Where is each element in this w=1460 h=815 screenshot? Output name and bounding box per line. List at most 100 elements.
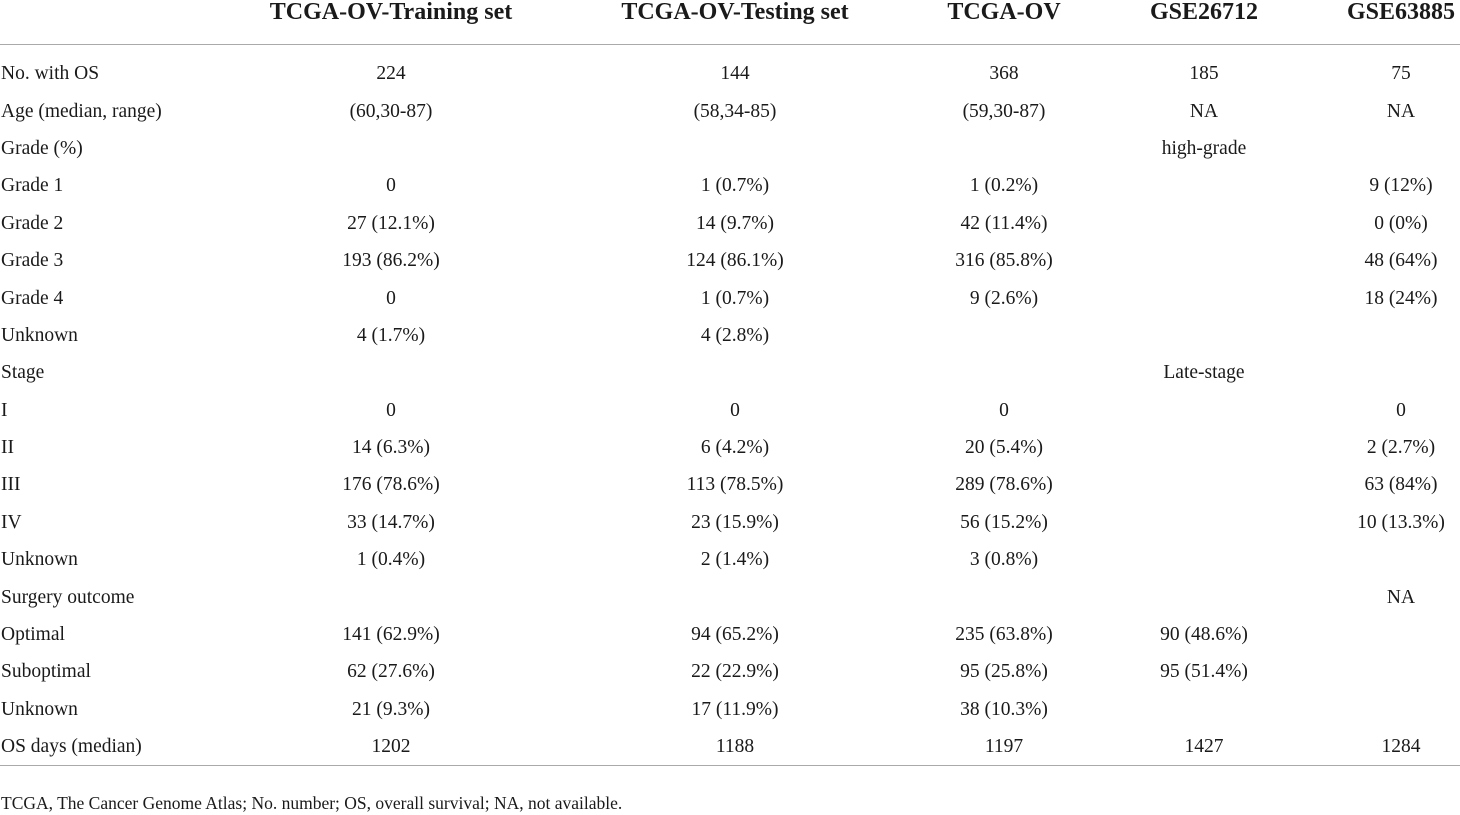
table-row: Surgery outcome NA [0,578,1460,615]
table-cell: 1188 [542,728,928,767]
table-cell [1080,691,1328,728]
table-row: Grade (%) high-grade [0,130,1460,167]
table-cell: 0 [1396,399,1406,421]
table-row: Optimal 141 (62.9%) 94 (65.2%) 235 (63.8%) 9… [0,616,1460,653]
table-cell [1335,691,1460,728]
table-cell: 144 [720,63,750,85]
table-cell: 90 (48.6%) [1160,624,1248,646]
table-cell [1335,130,1460,167]
table-cell: 56 (15.2%) [960,511,1048,533]
table-cell: 4 (1.7%) [356,324,426,346]
header-cell: GSE26712 [1149,0,1259,25]
table-cell: 38 (10.3%) [960,698,1048,720]
table-cell: 0 [386,287,396,309]
row-label: Grade 1 [1,175,64,197]
row-label: Unknown [1,324,78,346]
table-cell [240,130,542,167]
table-cell [928,130,1080,167]
table-cell: 95 (25.8%) [960,661,1048,683]
table-cell: 1 (0.4%) [356,549,426,571]
table-cell: 316 (85.8%) [955,250,1053,272]
row-label: Surgery outcome [1,586,135,608]
header-cell: TCGA-OV-Training set [269,0,513,25]
table-row: Grade 1 0 1 (0.7%) 1 (0.2%) 9 (12%) [0,167,1460,204]
table-cell [1335,317,1460,354]
table-row: IV 33 (14.7%) 23 (15.9%) 56 (15.2%) 10 (13.3… [0,504,1460,541]
table-cell [1080,279,1328,316]
table-body: No. with OS 224 144 368 185 75 Age (median, ra… [0,45,1460,767]
clinical-table-container: TCGA-OV-Training set TCGA-OV-Testing set T… [0,0,1460,767]
table-cell: 48 (64%) [1364,250,1438,272]
table-row: Grade 2 27 (12.1%) 14 (9.7%) 42 (11.4%) 0 (0… [0,205,1460,242]
table-row: Grade 4 0 1 (0.7%) 9 (2.6%) 18 (24%) [0,279,1460,316]
table-cell: 235 (63.8%) [955,624,1053,646]
table-cell: 14 (9.7%) [696,212,774,234]
table-cell: NA [1189,100,1219,122]
table-cell: 3 (0.8%) [969,549,1039,571]
table-cell [1335,541,1460,578]
table-cell: 10 (13.3%) [1357,511,1445,533]
header-row: TCGA-OV-Training set TCGA-OV-Testing set T… [0,0,1460,45]
table-row: II 14 (6.3%) 6 (4.2%) 20 (5.4%) 2 (2.7%) [0,429,1460,466]
table-cell: 0 [730,399,740,421]
table-cell: 124 (86.1%) [686,250,784,272]
table-row: I 0 0 0 0 [0,392,1460,429]
table-cell: 94 (65.2%) [691,624,779,646]
table-cell [1080,167,1328,204]
table-cell: NA [1386,100,1416,122]
table-cell: 22 (22.9%) [691,661,779,683]
table-cell [1080,205,1328,242]
table-cell: 0 (0%) [1374,212,1428,234]
table-cell: 9 (12%) [1369,175,1433,197]
table-cell [1335,354,1460,391]
table-row: Stage Late-stage [0,354,1460,391]
table-cell [542,130,928,167]
table-cell: 2 (1.4%) [700,549,770,571]
row-label: Stage [1,362,45,384]
table-cell: 14 (6.3%) [352,437,430,459]
table-cell: 0 [386,399,396,421]
table-cell: 1 (0.7%) [700,175,770,197]
table-cell [928,578,1080,615]
table-cell: 1 (0.2%) [969,175,1039,197]
row-label: II [1,437,14,459]
header-cell: GSE63885 [1346,0,1456,25]
table-cell [1080,242,1328,279]
table-row: Age (median, range) (60,30-87) (58,34-85) (… [0,92,1460,129]
table-cell: 289 (78.6%) [955,474,1053,496]
table-cell: 18 (24%) [1364,287,1438,309]
row-label: Age (median, range) [1,100,162,122]
row-label: Unknown [1,549,78,571]
table-cell: 141 (62.9%) [342,624,440,646]
table-cell: NA [1386,586,1416,608]
table-cell [542,578,928,615]
table-cell [1080,429,1328,466]
table-row: Unknown 1 (0.4%) 2 (1.4%) 3 (0.8%) [0,541,1460,578]
row-label: Grade 2 [1,212,64,234]
table-header: TCGA-OV-Training set TCGA-OV-Testing set T… [0,0,1460,45]
table-cell: 75 [1391,63,1411,85]
table-cell: 23 (15.9%) [691,511,779,533]
row-label: Unknown [1,698,78,720]
table-cell [1080,578,1328,615]
table-cell [928,354,1080,391]
table-row: Unknown 4 (1.7%) 4 (2.8%) [0,317,1460,354]
table-cell [1335,616,1460,653]
table-cell: 113 (78.5%) [686,474,784,496]
table-cell: 0 [386,175,396,197]
table-cell: 193 (86.2%) [342,250,440,272]
table-cell: 176 (78.6%) [342,474,440,496]
table-cell: 224 [376,63,406,85]
table-cell: 1 (0.7%) [700,287,770,309]
table-cell: 9 (2.6%) [969,287,1039,309]
row-label: No. with OS [1,63,100,85]
table-cell: 368 [989,63,1019,85]
table-cell: high-grade [1161,137,1247,159]
row-label: III [1,474,21,496]
table-cell: Late-stage [1163,362,1245,384]
table-cell: 21 (9.3%) [352,698,430,720]
table-cell [240,578,542,615]
table-cell: 0 [999,399,1009,421]
table-cell [240,354,542,391]
table-cell: 33 (14.7%) [347,511,435,533]
